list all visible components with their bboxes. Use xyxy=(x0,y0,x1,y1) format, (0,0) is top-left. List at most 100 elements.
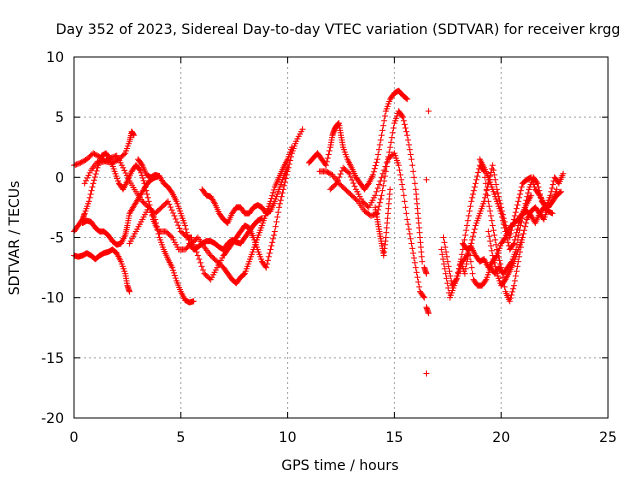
data-point xyxy=(130,132,137,139)
y-tick-label: 0 xyxy=(55,170,64,186)
data-point xyxy=(85,172,92,179)
data-point xyxy=(445,263,452,270)
data-point xyxy=(193,235,200,242)
data-point xyxy=(82,177,89,184)
data-point xyxy=(399,186,406,193)
data-point xyxy=(377,177,384,184)
data-point xyxy=(81,157,88,164)
data-point xyxy=(184,233,191,240)
data-point xyxy=(194,252,201,259)
data-point xyxy=(446,268,453,275)
data-point xyxy=(84,175,91,182)
data-point xyxy=(121,167,128,174)
data-point xyxy=(425,108,432,115)
data-point xyxy=(549,210,556,217)
y-tick-label: -20 xyxy=(41,411,64,427)
data-point xyxy=(335,177,342,184)
data-point xyxy=(444,280,451,287)
data-point xyxy=(420,293,427,300)
data-point xyxy=(444,258,451,265)
data-point xyxy=(211,199,218,206)
data-point xyxy=(407,151,414,158)
data-point xyxy=(376,141,383,148)
data-point xyxy=(375,151,382,158)
data-point xyxy=(144,194,151,201)
data-point xyxy=(440,256,447,263)
data-point xyxy=(332,181,339,188)
data-point xyxy=(483,186,490,193)
data-point xyxy=(463,227,470,234)
data-point xyxy=(270,186,277,193)
y-axis-label: SDTVAR / TECUs xyxy=(7,181,23,296)
data-point xyxy=(399,112,406,119)
data-point xyxy=(287,157,294,164)
data-point xyxy=(491,171,498,178)
data-point xyxy=(143,187,150,194)
data-point xyxy=(372,162,379,169)
data-point xyxy=(263,264,270,271)
data-point xyxy=(494,189,501,196)
x-tick-label: 20 xyxy=(492,430,510,446)
data-point xyxy=(270,235,277,242)
data-point xyxy=(470,233,477,240)
data-point xyxy=(493,266,500,273)
data-point xyxy=(345,169,352,176)
data-point xyxy=(271,228,278,235)
data-point xyxy=(499,214,506,221)
data-point xyxy=(125,175,132,182)
data-point xyxy=(168,207,175,214)
data-point xyxy=(469,270,476,277)
data-point xyxy=(387,144,394,151)
data-point xyxy=(406,146,413,153)
data-point xyxy=(278,193,285,200)
data-point xyxy=(405,137,412,144)
data-point xyxy=(370,168,377,175)
data-point xyxy=(475,169,482,176)
data-point xyxy=(267,246,274,253)
data-point xyxy=(485,198,492,205)
data-point xyxy=(182,226,189,233)
data-point xyxy=(492,263,499,270)
data-point xyxy=(489,222,496,229)
data-point xyxy=(122,170,129,177)
data-point xyxy=(336,174,343,181)
data-point xyxy=(405,141,412,148)
data-point xyxy=(409,162,416,169)
data-point xyxy=(153,223,160,230)
data-point xyxy=(496,257,503,264)
data-point xyxy=(189,238,196,245)
axis-ticks: 0 5 10 15 20 25 -20 -15 -10 -5 0 5 10 xyxy=(41,50,617,446)
data-point xyxy=(493,241,500,248)
data-point xyxy=(497,260,504,267)
data-point xyxy=(500,221,507,228)
data-point xyxy=(416,283,423,290)
data-point xyxy=(467,203,474,210)
data-point xyxy=(469,194,476,201)
data-point xyxy=(333,180,340,187)
data-point xyxy=(347,173,354,180)
data-point xyxy=(425,310,432,317)
data-points xyxy=(71,87,567,377)
y-tick-label: -10 xyxy=(41,291,64,307)
data-point xyxy=(505,239,512,246)
data-point xyxy=(378,192,385,199)
data-point xyxy=(473,176,480,183)
data-point xyxy=(482,277,489,284)
data-point xyxy=(81,180,88,187)
data-point xyxy=(407,235,414,242)
data-point xyxy=(485,228,492,235)
data-point xyxy=(172,275,179,282)
x-tick-label: 15 xyxy=(385,430,403,446)
data-point xyxy=(90,180,97,187)
data-point xyxy=(323,168,330,175)
data-point xyxy=(379,127,386,134)
data-point xyxy=(501,235,508,242)
data-point xyxy=(283,171,290,178)
data-point xyxy=(510,241,517,248)
data-point xyxy=(511,240,518,247)
data-point xyxy=(400,192,407,199)
data-point xyxy=(520,230,527,237)
data-point xyxy=(170,269,177,276)
data-point xyxy=(274,214,281,221)
data-point xyxy=(323,158,330,165)
